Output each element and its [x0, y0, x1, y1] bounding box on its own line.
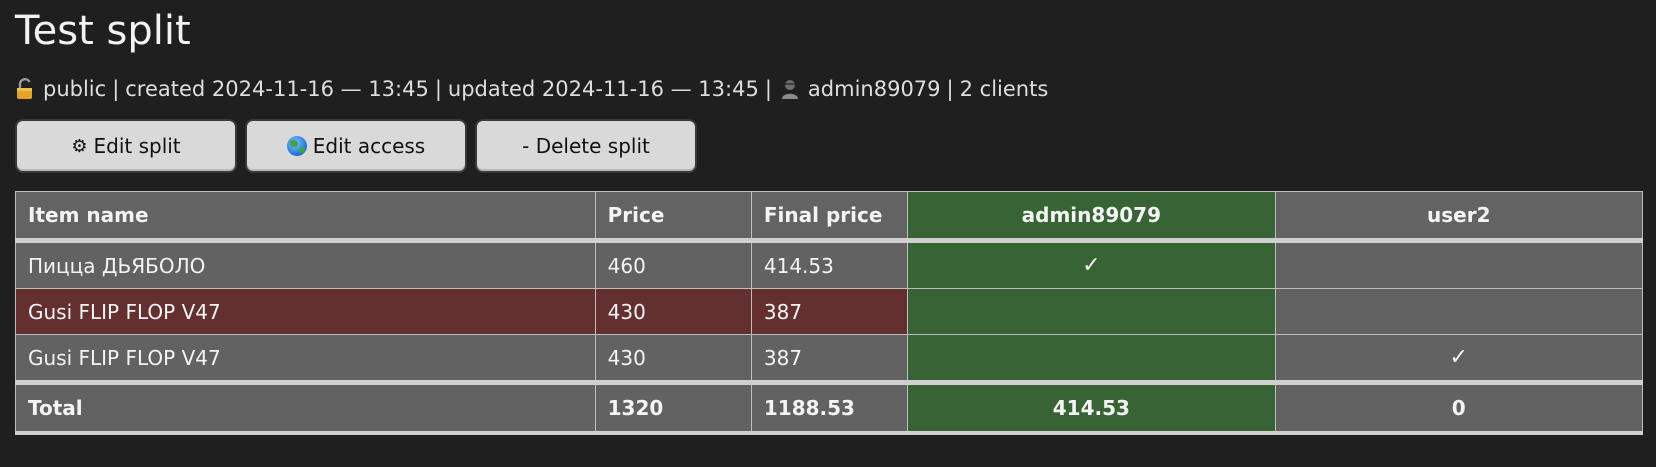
- user1-assign-cell[interactable]: [907, 288, 1276, 335]
- visibility-text: public: [43, 77, 107, 101]
- final-price-cell: 414.53: [750, 240, 909, 289]
- total-user2: 0: [1274, 380, 1644, 435]
- globe-icon: [286, 136, 307, 156]
- user2-assign-cell[interactable]: ✓: [1274, 334, 1644, 383]
- total-user1: 414.53: [907, 380, 1276, 435]
- column-header-final-price: Final price: [750, 191, 909, 243]
- item-name-cell: Gusi FLIP FLOP V47: [15, 288, 596, 335]
- user2-assign-cell[interactable]: [1274, 240, 1644, 289]
- meta-separator: |: [764, 77, 772, 101]
- price-cell: 430: [594, 288, 752, 335]
- table-total-row: Total 1320 1188.53 414.53 0: [15, 380, 1644, 435]
- table-row: Gusi FLIP FLOP V47 430 387 ✓: [15, 334, 1644, 383]
- delete-split-label: - Delete split: [522, 134, 650, 158]
- total-final-price: 1188.53: [750, 380, 909, 435]
- owner-text: admin89079: [807, 77, 941, 101]
- price-cell: 430: [594, 334, 752, 383]
- table-row: Gusi FLIP FLOP V47 430 387: [15, 288, 1644, 335]
- split-table: Item name Price Final price admin89079 u…: [15, 191, 1644, 435]
- delete-split-button[interactable]: - Delete split: [475, 119, 697, 173]
- item-name-cell: Пицца ДЬЯБОЛО: [15, 240, 596, 289]
- split-actions: ⚙ Edit split Edit access - Delete split: [15, 119, 1641, 173]
- column-header-user1: admin89079: [907, 191, 1276, 243]
- edit-split-label: Edit split: [93, 134, 181, 158]
- table-row: Пицца ДЬЯБОЛО 460 414.53 ✓: [15, 240, 1644, 289]
- final-price-cell: 387: [750, 288, 909, 335]
- lock-open-icon: [15, 78, 35, 100]
- clients-count: 2 clients: [959, 77, 1049, 101]
- gear-icon: ⚙: [71, 135, 88, 157]
- price-cell: 460: [594, 240, 752, 289]
- column-header-price: Price: [594, 191, 752, 243]
- split-meta: public | created 2024-11-16 — 13:45 | up…: [15, 75, 1641, 103]
- user-icon: [780, 78, 800, 100]
- user1-assign-cell[interactable]: [907, 334, 1276, 383]
- edit-access-button[interactable]: Edit access: [245, 119, 467, 173]
- meta-separator: |: [434, 77, 442, 101]
- updated-text: updated 2024-11-16 — 13:45: [447, 77, 759, 101]
- column-header-user2: user2: [1274, 191, 1644, 243]
- column-header-item-name: Item name: [15, 191, 596, 243]
- created-text: created 2024-11-16 — 13:45: [125, 77, 429, 101]
- page-title: Test split: [15, 8, 191, 54]
- total-label: Total: [15, 380, 596, 435]
- edit-access-label: Edit access: [312, 134, 426, 158]
- user2-assign-cell[interactable]: [1274, 288, 1644, 335]
- table-header-row: Item name Price Final price admin89079 u…: [15, 191, 1644, 243]
- edit-split-button[interactable]: ⚙ Edit split: [15, 119, 237, 173]
- meta-separator: |: [112, 77, 120, 101]
- total-price: 1320: [594, 380, 752, 435]
- user1-assign-cell[interactable]: ✓: [907, 240, 1276, 289]
- final-price-cell: 387: [750, 334, 909, 383]
- item-name-cell: Gusi FLIP FLOP V47: [15, 334, 596, 383]
- meta-separator: |: [946, 77, 954, 101]
